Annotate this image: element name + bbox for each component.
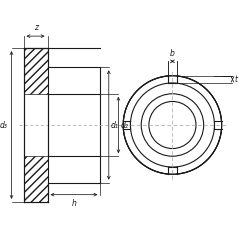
Text: d₂: d₂ [120,120,128,130]
Text: d₁: d₁ [111,120,118,130]
Text: b: b [170,48,175,58]
Text: d₃: d₃ [0,120,8,130]
Bar [24,48,48,94]
Bar [24,156,48,202]
Text: z: z [34,23,38,32]
Text: h: h [72,199,76,208]
Text: t: t [235,75,238,84]
